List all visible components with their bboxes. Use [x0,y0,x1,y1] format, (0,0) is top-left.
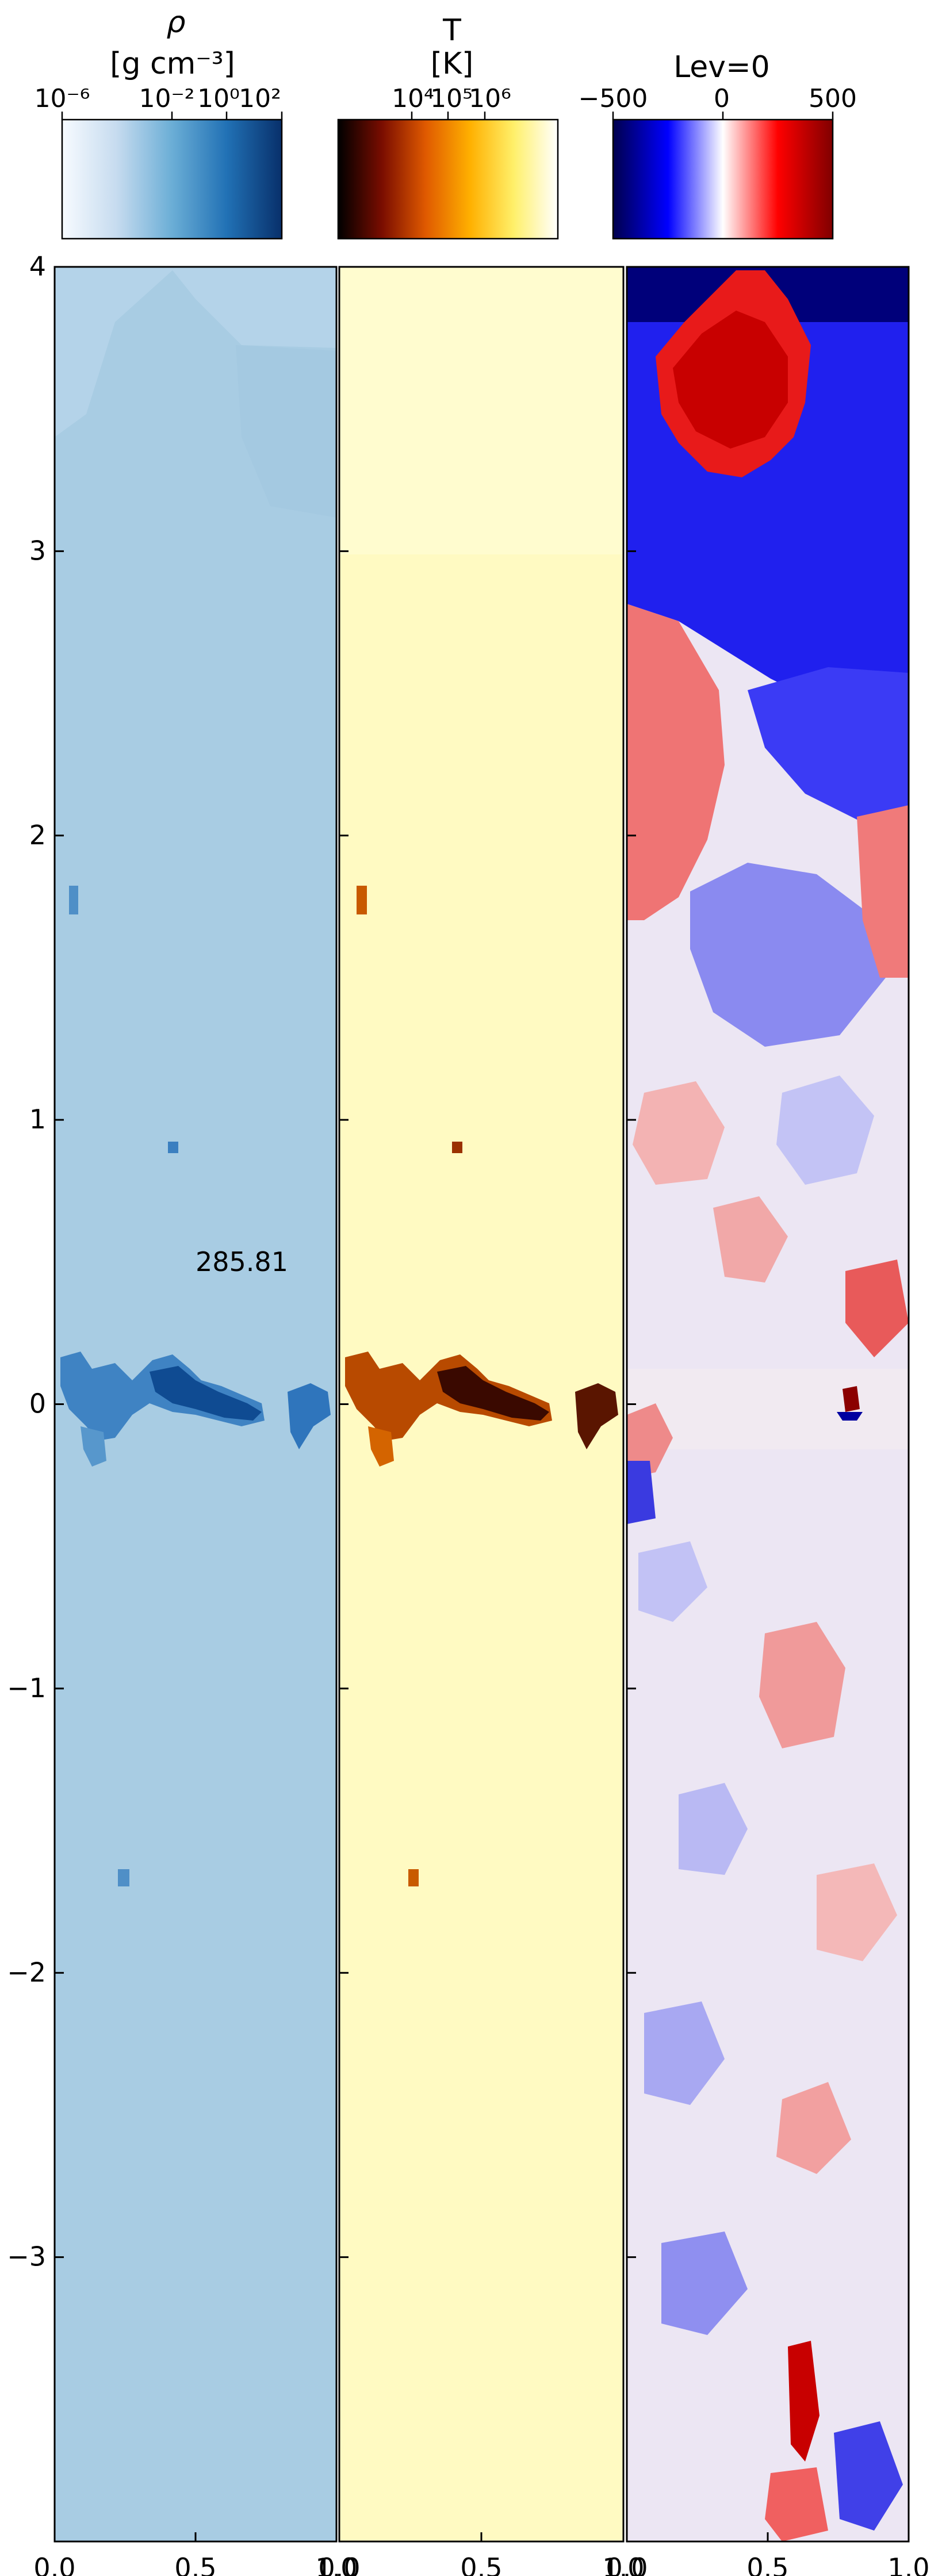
velocity-plume-core [673,311,788,449]
y-tick-label: 1 [29,1104,46,1135]
colorbar-temperature-tick-label: 10⁴ [392,84,434,113]
velocity-patchy [713,1196,788,1283]
x-tick-label: 0.0 [33,2552,75,2576]
colorbar-density-tick-label: 10⁰ [197,84,240,113]
density-blob-lower [118,1869,129,1886]
density-blob-upper [168,1142,178,1153]
colorbar-density-units: [g cm⁻³] [110,47,235,81]
panel-density: 285.81 [53,266,338,2543]
colorbar-velocity-tick-label: 500 [809,84,857,113]
velocity-patchy [759,1622,845,1748]
velocity-bottom-positive [765,2467,828,2541]
colorbar-ticks [61,112,834,120]
velocity-positive-region [627,604,725,920]
temperature-blob-upper [452,1142,462,1153]
colorbar-density-label: ρ [166,5,185,40]
temperature-blob-lower [408,1869,419,1886]
colorbar-temperature-tick-label: 10⁶ [469,84,511,113]
panel-velocity [626,266,910,2543]
velocity-patchy [845,1260,909,1357]
colorbar-velocity-label: Lev=0 [673,50,769,85]
colorbar-temperature [337,118,559,240]
velocity-bottom-positive [788,2341,820,2462]
colorbar-velocity-tick-label: −500 [579,84,648,113]
panel-temperature [338,266,625,2543]
x-tick-label: 0.5 [746,2552,788,2576]
velocity-patchy [627,1403,673,1478]
velocity-patchy [817,1863,897,1961]
colorbar-density-tick-label: 10² [239,84,281,113]
colorbar-density-tick-label: 10⁻² [139,84,195,113]
temperature-midplane-core [437,1366,549,1421]
x-tick-label: 0.0 [318,2552,360,2576]
y-tick-label: −3 [7,2241,46,2272]
velocity-patchy [776,1075,874,1185]
y-tick-label: 0 [29,1388,46,1419]
velocity-patchy [661,2231,748,2335]
velocity-patchy [776,2082,851,2174]
density-blob-upper [69,886,78,914]
temperature-midplane-clumps [345,1352,552,1441]
colorbar-temperature-tick-label: 10⁵ [430,84,473,113]
x-tick-label: 0.5 [174,2552,216,2576]
x-tick-label: 1.0 [887,2552,929,2576]
colorbar-density-tick-label: 10⁻⁶ [35,84,90,113]
density-midplane-core [150,1366,262,1421]
y-tick-label: 3 [29,535,46,566]
velocity-upper-negative [748,667,909,822]
velocity-patchy [644,2001,725,2105]
x-tick-label: 1.0 [602,2552,644,2576]
y-axis: 4 3 2 1 0 −1 −2 −3 [7,251,636,2272]
density-clump-right [288,1383,331,1449]
y-tick-label: −1 [7,1672,46,1704]
x-tick-label: 1.0 [315,2552,357,2576]
velocity-patchy [627,1461,656,1524]
y-tick-label: −2 [7,1957,46,1988]
x-axis: 0.0 0.5 1.00.0 0.5 1.00.0 0.5 1.0 [33,2532,930,2576]
velocity-mid-negative [690,863,886,1047]
temperature-clump-right [575,1383,618,1449]
annotation-value: 285.81 [196,1246,288,1277]
x-tick-label: 0.0 [606,2552,648,2576]
velocity-bottom-negative [834,2421,903,2531]
velocity-patchy [679,1783,748,1875]
colorbar-density [61,118,283,240]
colorbar-velocity-tick-label: 0 [714,84,730,113]
velocity-midplane-band [627,1369,909,1449]
temperature-clump-left [368,1426,394,1467]
temperature-upper-hot [339,267,623,554]
velocity-positive-region [857,805,909,978]
density-clump-left [81,1426,106,1467]
velocity-patchy [633,1081,725,1185]
y-tick-label: 4 [29,251,46,282]
velocity-point-feature [843,1386,860,1412]
density-shell-top [55,267,336,437]
temperature-blob-upper [357,886,367,914]
density-shell-top-dark [236,345,336,518]
colorbar-temperature-label: T [442,13,461,48]
velocity-patchy [638,1541,707,1622]
colorbar-temperature-units: [K] [431,47,474,81]
velocity-point-feature [837,1412,863,1421]
y-tick-label: 2 [29,820,46,851]
x-tick-label: 0.5 [460,2552,502,2576]
colorbar-velocity [612,118,834,240]
